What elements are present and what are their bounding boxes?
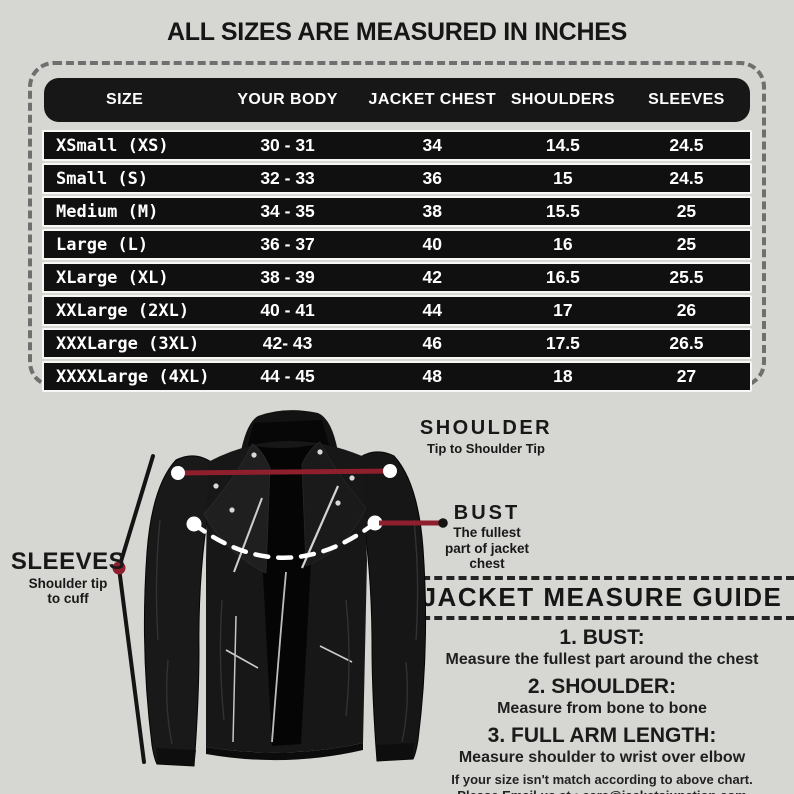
header-cell-shoulders: SHOULDERS [510, 91, 615, 108]
cell-sleeves: 25 [676, 234, 697, 254]
cell-body: 38 - 39 [260, 267, 315, 287]
cell-sleeves: 26 [676, 300, 697, 320]
center-zipper [271, 571, 287, 743]
cell-chest: 34 [422, 135, 443, 155]
measure-dot [367, 515, 383, 531]
cell-shoulders: 14.5 [545, 135, 580, 155]
cell-sleeves: 24.5 [669, 135, 704, 155]
sleeves-label-line2: to cuff [47, 591, 89, 606]
guide-divider-top [410, 576, 794, 580]
cell-shoulders: 16.5 [545, 267, 580, 287]
cell-chest: 38 [422, 201, 443, 221]
cell-body: 44 - 45 [260, 366, 315, 386]
left-chest-zipper [233, 497, 263, 573]
cell-sleeves: 26.5 [669, 333, 704, 353]
header-cell-jacket-chest: JACKET CHEST [368, 91, 497, 108]
table-row-2xl: XXLarge (2XL) 40 - 41 44 17 26 [42, 295, 752, 326]
jacket-left-sleeve [143, 455, 215, 767]
guide-step-3-text: Measure shoulder to wrist over elbow [458, 749, 746, 766]
bust-pointer-dot [438, 518, 448, 528]
guide-step-2-text: Measure from bone to bone [497, 700, 707, 717]
table-row-xl: XLarge (XL) 38 - 39 42 16.5 25.5 [42, 262, 752, 293]
cell-chest: 46 [422, 333, 443, 353]
guide-title: JACKET MEASURE GUIDE [421, 582, 783, 612]
cell-shoulders: 15.5 [545, 201, 580, 221]
cell-sleeves: 25.5 [669, 267, 704, 287]
table-row-l: Large (L) 36 - 37 40 16 25 [42, 229, 752, 260]
cell-size: Medium (M) [56, 201, 159, 222]
cell-sleeves: 25 [676, 201, 697, 221]
bust-label-title: BUST [453, 502, 521, 524]
cell-chest: 42 [422, 267, 443, 287]
guide-footnote-1: If your size isn't match according to ab… [451, 772, 753, 787]
cell-body: 36 - 37 [260, 234, 315, 254]
page-title: ALL SIZES ARE MEASURED IN INCHES [167, 18, 627, 46]
jacket-right-sleeve [355, 451, 427, 762]
bust-label-line3: chest [469, 556, 505, 571]
cell-body: 34 - 35 [260, 201, 315, 221]
shoulder-label-title: SHOULDER [419, 417, 553, 439]
cell-size: XXLarge (2XL) [56, 300, 190, 321]
shoulder-label: SHOULDER Tip to Shoulder Tip [405, 417, 567, 456]
snap-buttons [213, 449, 355, 513]
header-cell-sleeves: SLEEVES [648, 91, 725, 108]
table-row-s: Small (S) 32 - 33 36 15 24.5 [42, 163, 752, 194]
cell-sleeves: 27 [676, 366, 697, 386]
bust-label: BUST The fullest part of jacket chest [427, 502, 547, 572]
measure-dot [383, 464, 397, 478]
header-cell-size: SIZE [106, 91, 144, 108]
table-row-3xl: XXXLarge (3XL) 42- 43 46 17.5 26.5 [42, 328, 752, 359]
cell-shoulders: 16 [553, 234, 573, 254]
guide-step-3-heading: 3. FULL ARM LENGTH: [487, 724, 717, 747]
cell-body: 42- 43 [262, 333, 313, 353]
sleeves-label: SLEEVES Shoulder tip to cuff [4, 548, 132, 606]
bust-label-line1: The fullest [453, 525, 521, 540]
sleeves-label-title: SLEEVES [10, 548, 126, 575]
shoulder-label-subtitle: Tip to Shoulder Tip [427, 441, 545, 456]
jacket-left-lapel [203, 443, 271, 574]
cell-body: 40 - 41 [260, 300, 315, 320]
table-row-xs: XSmall (XS) 30 - 31 34 14.5 24.5 [42, 130, 752, 161]
right-pocket-zipper [319, 645, 353, 663]
cell-shoulders: 17 [553, 300, 573, 320]
guide-step-1-text: Measure the fullest part around the ches… [445, 651, 759, 668]
size-table: SIZE YOUR BODY JACKET CHEST SHOULDERS SL… [28, 61, 766, 392]
guide-step-1-heading: 1. BUST: [559, 626, 645, 649]
bust-label-line2: part of jacket [444, 540, 530, 556]
measure-dot [186, 516, 202, 532]
cell-shoulders: 17.5 [545, 333, 580, 353]
guide-footnote-2: Please Email us at : care@jacketsjunctio… [410, 788, 794, 794]
guide-step-2-heading: 2. SHOULDER: [527, 675, 677, 698]
jacket-measure-guide: JACKET MEASURE GUIDE 1. BUST: Measure th… [410, 569, 794, 794]
shoulder-measure-line [177, 468, 391, 476]
sleeves-label-line1: Shoulder tip [28, 576, 108, 591]
cell-size: XXXXLarge (4XL) [56, 366, 210, 387]
cell-shoulders: 15 [553, 168, 573, 188]
cell-chest: 40 [422, 234, 443, 254]
cell-size: Large (L) [56, 234, 149, 255]
measure-dot [171, 466, 185, 480]
cell-chest: 48 [422, 366, 443, 386]
cell-chest: 44 [422, 300, 443, 320]
sleeve-measure-dot [112, 561, 126, 575]
cell-body: 30 - 31 [260, 135, 315, 155]
header-cell-your-body: YOUR BODY [237, 91, 338, 108]
table-header-row: SIZE YOUR BODY JACKET CHEST SHOULDERS SL… [44, 78, 750, 122]
table-row-m: Medium (M) 34 - 35 38 15.5 25 [42, 196, 752, 227]
cell-size: XLarge (XL) [56, 267, 169, 288]
cell-size: XXXLarge (3XL) [56, 333, 200, 354]
table-row-4xl: XXXXLarge (4XL) 44 - 45 48 18 27 [42, 361, 752, 392]
left-pocket-zipper [225, 649, 259, 669]
chest-dashed-curve [191, 520, 378, 560]
cell-size: XSmall (XS) [56, 135, 169, 156]
cell-sleeves: 24.5 [669, 168, 704, 188]
guide-divider-bottom [410, 616, 794, 620]
cell-chest: 36 [422, 168, 443, 188]
cell-size: Small (S) [56, 168, 149, 189]
cell-shoulders: 18 [553, 366, 573, 386]
cell-body: 32 - 33 [260, 168, 315, 188]
